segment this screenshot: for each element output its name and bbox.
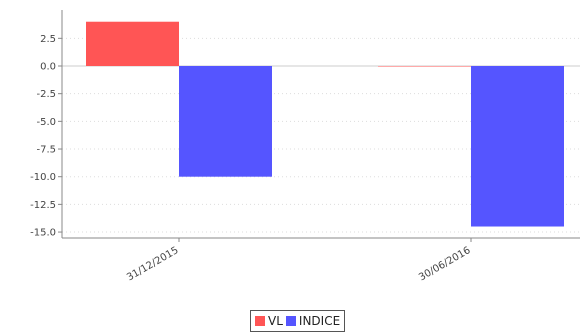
y-tick-label: -7.5 [36,145,56,156]
legend-label-indice: INDICE [298,314,341,328]
y-tick-label: -2.5 [36,89,56,100]
legend-item-indice: INDICE [285,314,341,328]
y-tick-label: -10.0 [30,172,56,183]
bar-vl-2 [378,66,471,67]
legend-swatch-vl [255,316,265,326]
bar-vl-1 [86,21,179,66]
y-tick-label: 0.0 [40,62,56,73]
legend-label-vl: VL [268,314,283,328]
legend-swatch-indice [285,316,296,326]
legend-item-vl: VL [255,314,283,328]
y-tick-label: -12.5 [30,200,56,211]
x-tick-label: 31/12/2015 [125,245,180,283]
y-tick-label: -15.0 [30,228,56,239]
legend: VL INDICE [250,310,346,332]
y-tick-labels: 2.5 0.0 -2.5 -5.0 -7.5 -10.0 -12.5 -15.0 [30,34,56,239]
bar-indice-2 [471,66,564,227]
x-tick-labels: 31/12/2015 30/06/2016 [125,245,472,283]
bar-indice-1 [179,66,272,177]
bars [86,21,564,227]
y-tick-label: -5.0 [36,117,56,128]
y-tick-label: 2.5 [40,34,56,45]
x-tick-label: 30/06/2016 [417,245,472,283]
axes [58,10,580,242]
